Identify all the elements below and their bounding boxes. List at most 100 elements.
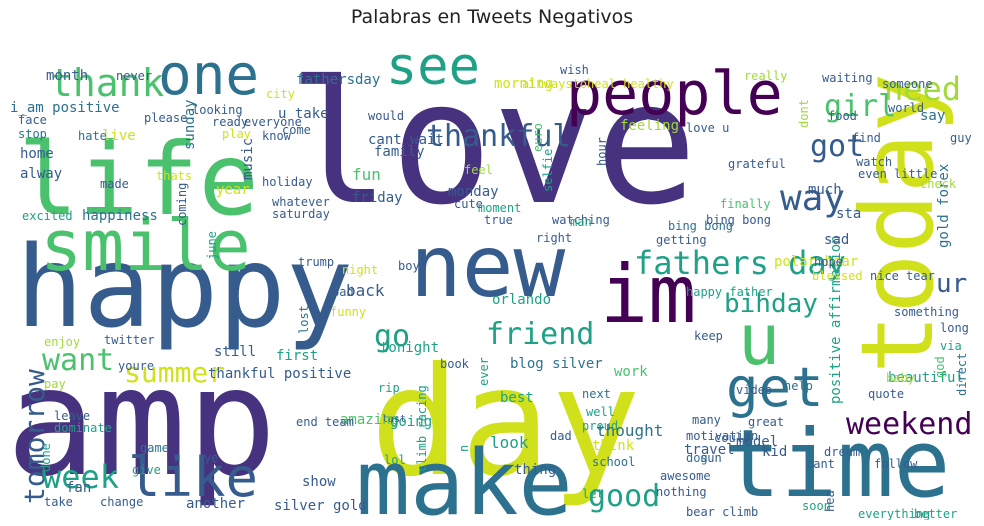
cloud-word: direct xyxy=(955,353,969,396)
cloud-word: holiday xyxy=(262,175,313,189)
cloud-word: life xyxy=(18,121,259,238)
cloud-word: climb racing xyxy=(415,385,429,472)
cloud-word: tear xyxy=(906,269,935,283)
cloud-word: back xyxy=(346,281,385,300)
cloud-word: cant xyxy=(806,457,835,471)
cloud-word: keep xyxy=(694,329,723,343)
cloud-word: friday xyxy=(352,190,403,206)
cloud-word: love u xyxy=(686,121,729,135)
cloud-word: cant wait xyxy=(368,132,444,148)
cloud-word: check xyxy=(920,177,957,191)
cloud-word: rip xyxy=(378,381,400,395)
cloud-word: motivation xyxy=(686,429,758,443)
cloud-word: first xyxy=(276,348,318,364)
cloud-word: dog xyxy=(686,451,708,465)
cloud-word: last xyxy=(382,414,406,425)
cloud-word: true xyxy=(484,213,513,227)
cloud-word: weekend xyxy=(846,407,972,442)
cloud-word: nothing xyxy=(656,485,707,499)
cloud-word: stop xyxy=(18,127,47,141)
cloud-word: ur xyxy=(936,269,967,299)
cloud-word: summer xyxy=(124,356,225,389)
cloud-word: bing bong xyxy=(706,213,771,227)
cloud-word: trump xyxy=(298,255,334,269)
cloud-word: city xyxy=(266,87,295,101)
cloud-word: grateful xyxy=(728,157,786,171)
cloud-word: book xyxy=(440,357,470,371)
cloud-word: family xyxy=(374,144,425,160)
cloud-word: watching xyxy=(552,213,610,227)
cloud-word: one xyxy=(158,43,259,108)
cloud-word: fan xyxy=(66,480,91,496)
cloud-word: happy father xyxy=(686,285,773,299)
cloud-word: even xyxy=(858,167,887,181)
cloud-word: awesome xyxy=(660,469,711,483)
cloud-word: moment xyxy=(478,201,521,215)
cloud-word: sun xyxy=(700,451,722,465)
cloud-word: want xyxy=(42,343,114,378)
cloud-word: music xyxy=(240,138,256,180)
cloud-word: video xyxy=(736,383,772,397)
cloud-word: sad xyxy=(824,232,849,248)
cloud-word: made xyxy=(100,177,129,191)
cloud-word: hour xyxy=(595,137,609,166)
cloud-word: fathersday xyxy=(296,72,380,88)
cloud-word: smile xyxy=(40,205,251,287)
cloud-word: u xyxy=(738,299,780,381)
cloud-word: happiness xyxy=(82,208,158,224)
cloud-word: u take xyxy=(278,106,329,122)
cloud-word: everyone xyxy=(244,115,302,129)
cloud-word: hate xyxy=(78,129,107,143)
cloud-word: please xyxy=(144,111,187,125)
cloud-word: proud xyxy=(582,419,618,433)
cloud-word: lol xyxy=(384,453,406,467)
cloud-word: youre xyxy=(118,359,154,373)
cloud-word: hope xyxy=(814,255,843,269)
cloud-word: watch xyxy=(856,155,892,169)
cloud-word: monday xyxy=(448,184,499,200)
cloud-word: food xyxy=(828,109,857,123)
cloud-word: morning xyxy=(494,76,553,92)
cloud-word: next xyxy=(582,387,611,401)
cloud-word: kid xyxy=(762,444,787,460)
cloud-word: feeling xyxy=(620,118,679,134)
cloud-word: via xyxy=(940,339,962,353)
cloud-word: polar bear xyxy=(774,254,858,270)
cloud-word: better xyxy=(914,507,957,520)
cloud-word: got xyxy=(810,129,864,164)
cloud-word: twitter xyxy=(104,333,155,347)
cloud-word: ever xyxy=(477,357,491,386)
cloud-word: travel xyxy=(684,442,735,458)
cloud-word: good xyxy=(588,479,660,514)
cloud-word: euro xyxy=(531,123,545,152)
cloud-word: blog silver xyxy=(510,356,603,372)
cloud-word: night xyxy=(342,263,378,277)
cloud-word: wish xyxy=(560,63,589,77)
cloud-word: play xyxy=(222,127,251,141)
cloud-word: someone xyxy=(882,77,933,91)
cloud-word: thank xyxy=(50,61,165,105)
cloud-word: saturday xyxy=(272,207,330,221)
cloud-word: get xyxy=(726,356,824,419)
cloud-word: know xyxy=(262,129,292,143)
cloud-word: girl xyxy=(824,89,896,124)
cloud-word: tonight xyxy=(380,340,439,356)
cloud-word: model xyxy=(736,434,778,450)
cloud-word: soon xyxy=(802,499,831,513)
cloud-word: day xyxy=(370,336,641,510)
cloud-word: thing xyxy=(514,462,556,478)
cloud-word: end team xyxy=(296,415,354,429)
cloud-word: waiting xyxy=(822,71,873,85)
cloud-word: fun xyxy=(352,165,381,184)
cloud-word: looking xyxy=(192,103,243,117)
cloud-word: many xyxy=(692,413,721,427)
cloud-word: happy xyxy=(16,223,353,353)
cloud-word: sunday xyxy=(182,99,198,150)
cloud-word: amp xyxy=(6,336,277,510)
cloud-word: dad xyxy=(550,429,572,443)
figure-title: Palabras en Tweets Negativos xyxy=(350,6,634,28)
cloud-word: people xyxy=(566,59,783,129)
cloud-word: gold forex xyxy=(936,164,952,248)
cloud-word: im xyxy=(600,248,696,341)
